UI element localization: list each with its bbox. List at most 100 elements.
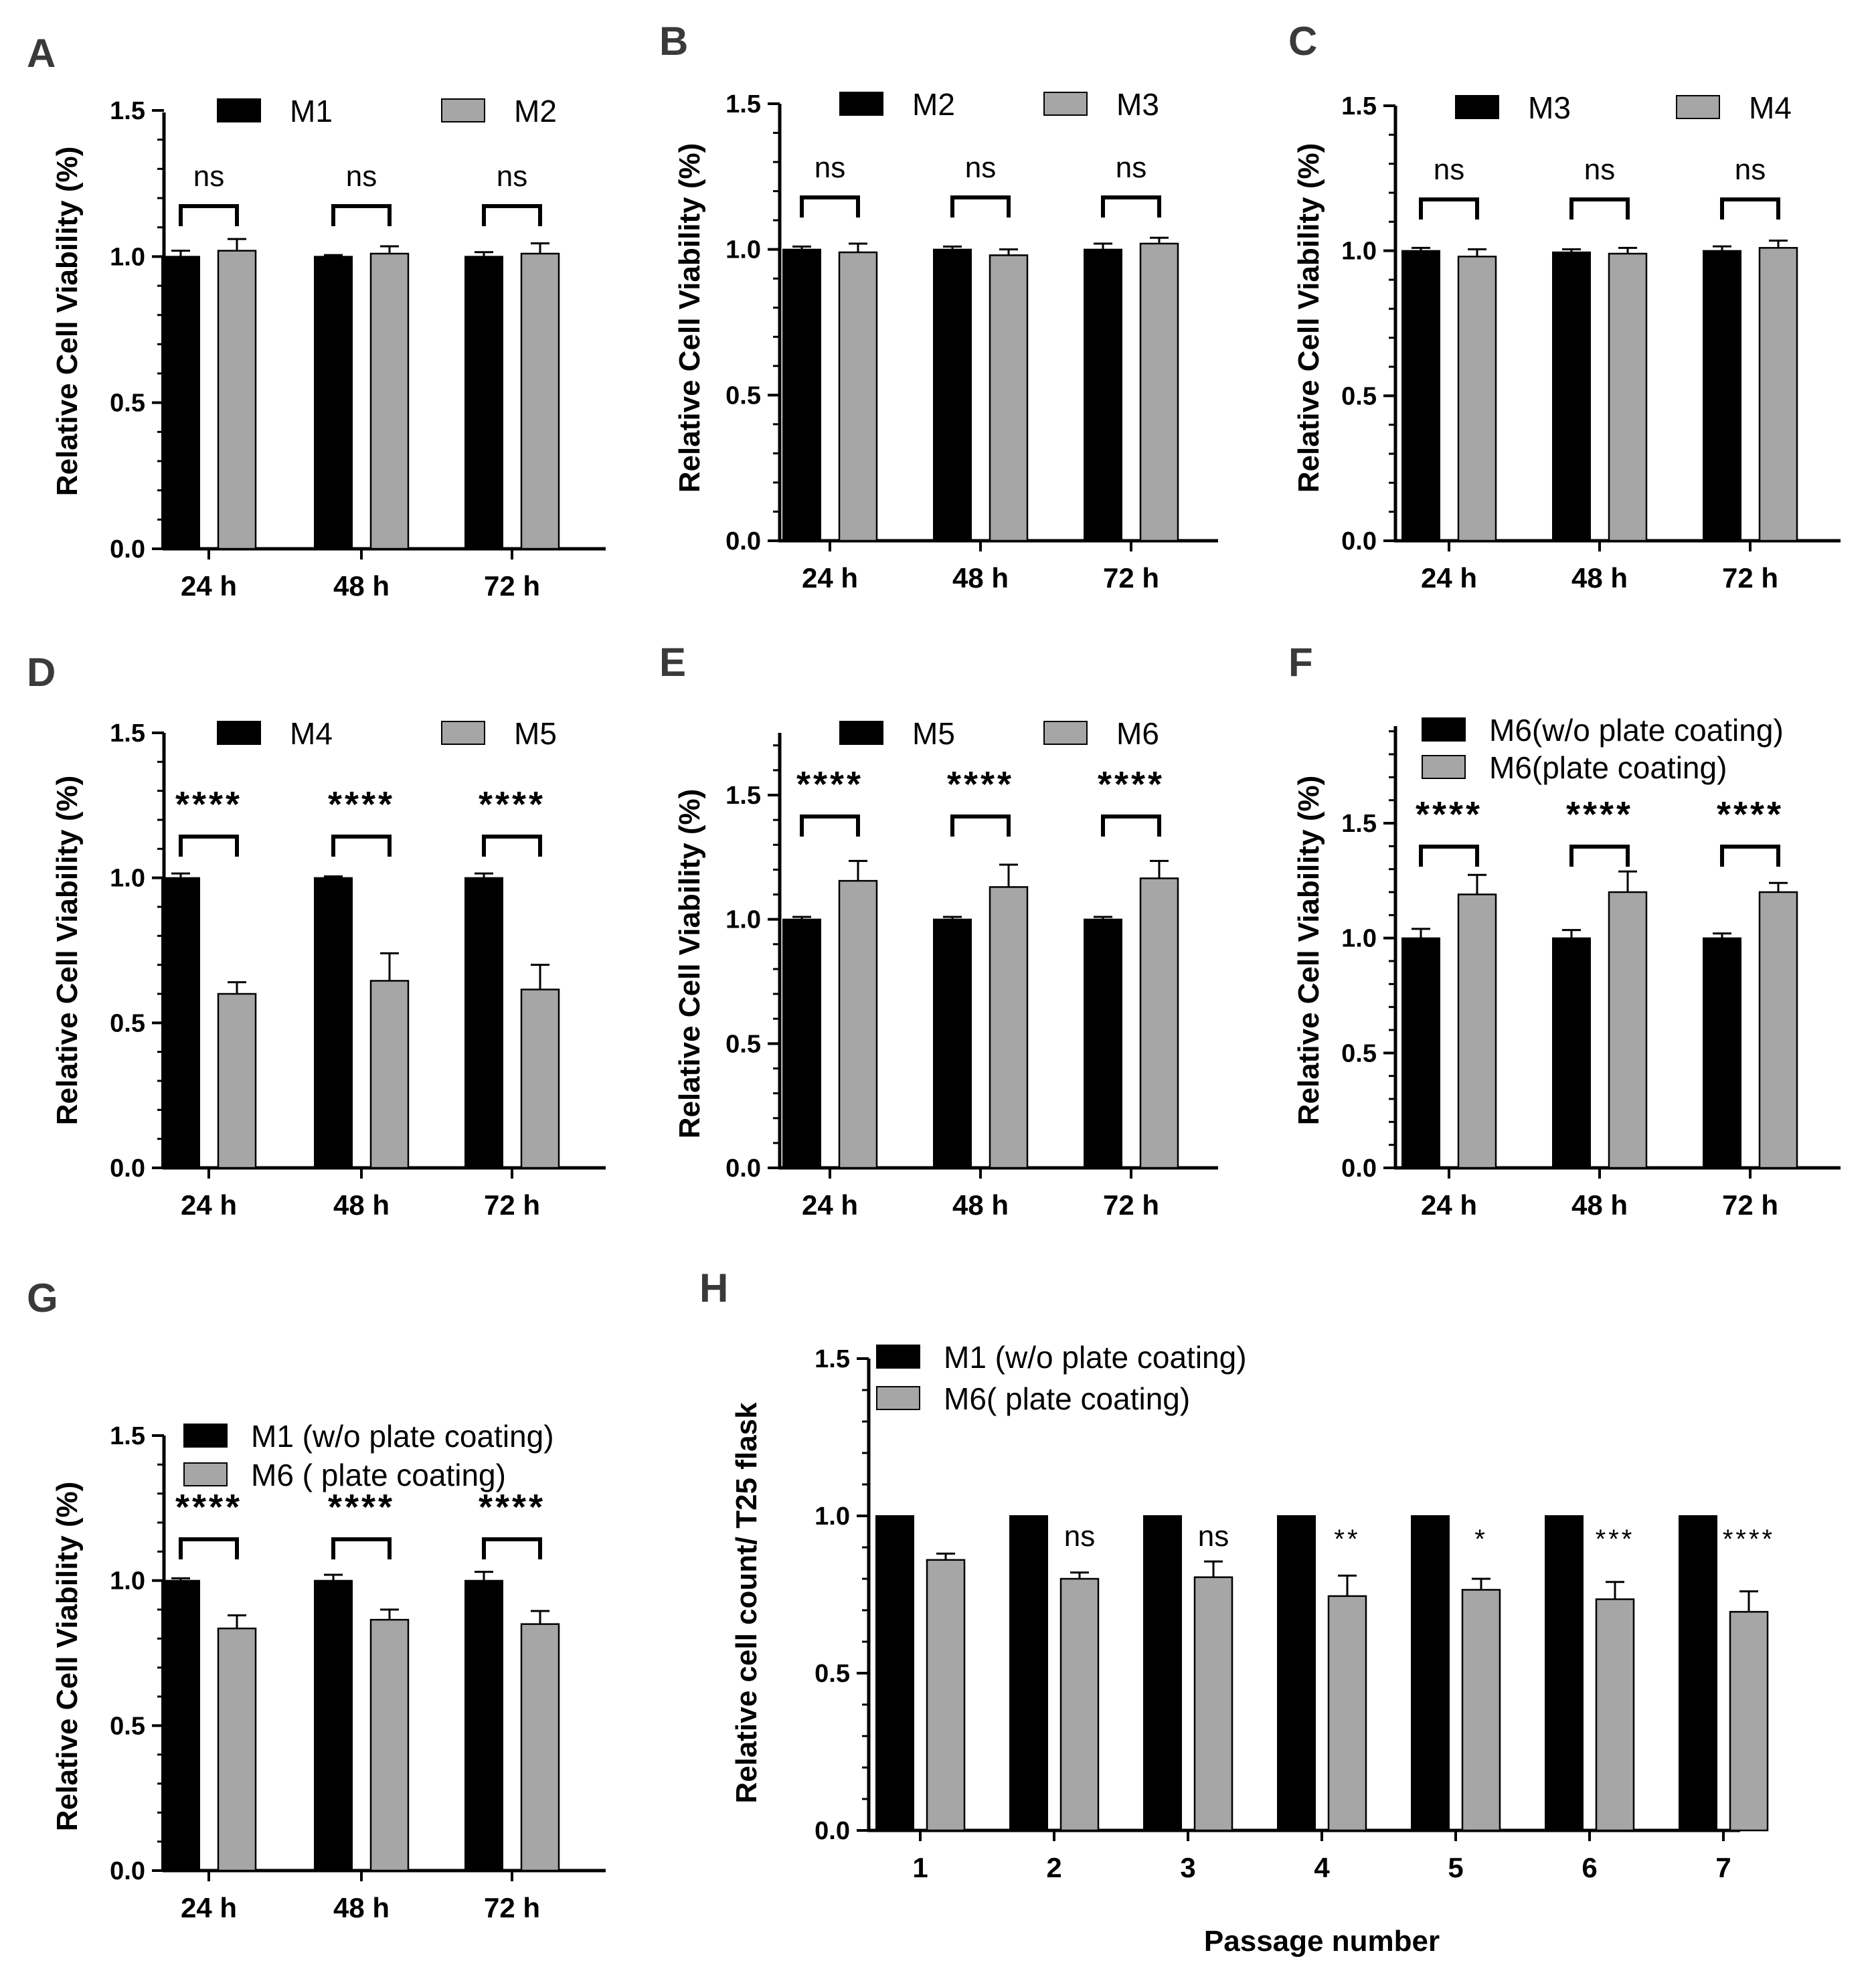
legend-label-2: M4 [1749,90,1792,125]
bar-series-2 [369,980,410,1169]
legend-label-1: M5 [912,716,955,751]
legend-label-2: M6(plate coating) [1489,750,1727,785]
bar-series-2 [1059,1577,1100,1832]
bar-series-1 [782,918,821,1169]
legend-label-1: M2 [912,87,955,122]
y-axis-title-e: Relative Cell Viability (%) [673,789,706,1138]
bar-series-1 [464,1579,503,1872]
x-category-label: 24 h [1421,1189,1477,1221]
legend-swatch-2 [1043,721,1088,745]
significance-bracket [1720,197,1780,220]
bar-series-1 [1545,1515,1584,1831]
x-category-label: 48 h [333,570,390,602]
bar-series-2 [989,886,1029,1169]
significance-bracket [179,835,239,857]
bar-series-2 [520,252,560,550]
significance-label: ns [815,151,845,184]
significance-label: ns [1584,153,1615,186]
legend: M5 M6 [839,716,1159,751]
significance-label: ns [965,151,996,184]
significance-bracket [1720,845,1780,867]
y-tick-label: 1.5 [726,90,761,118]
bar-series-1 [314,877,353,1169]
bar-series-1 [1411,1515,1450,1831]
panel-f: F Relative Cell Viability (%) 0.0 0.5 1.0 1… [1288,640,1841,1221]
bar-series-1 [161,877,200,1169]
legend-label-1: M4 [290,716,333,751]
bar-series-1 [933,248,972,541]
bar-series-1 [1401,937,1440,1169]
panel-letter-e: E [659,640,686,685]
significance-label: * [1474,1525,1488,1554]
bar-series-2 [1457,256,1497,542]
panel-h: H Relative cell count/ T25 flask Passage… [699,1266,1772,1958]
y-tick-label: 1.0 [110,1567,145,1596]
significance-label: **** [947,764,1014,804]
legend-swatch-2 [1043,92,1088,116]
bar-series-1 [782,248,821,541]
significance-label: ns [1198,1520,1229,1553]
y-tick-label: 1.0 [110,243,145,271]
y-tick-label: 0.0 [110,1154,145,1183]
significance-bracket [950,195,1011,218]
significance-bracket [482,1537,542,1559]
significance-bracket [331,204,392,226]
legend-swatch-2 [876,1386,920,1410]
plot-area-h: 0.0 0.5 1.0 1.5 1 2 ns 3 ns 4 ** 5 * 6 *** 7 **** M1 (w/o… [815,1340,1772,1883]
bar-series-1 [1084,918,1122,1169]
y-tick-label: 0.5 [110,1009,145,1037]
legend: M4 M5 [217,716,557,751]
legend-label-1: M6(w/o plate coating) [1489,713,1784,748]
y-tick-label: 0.0 [726,1154,761,1183]
legend-label-1: M1 (w/o plate coating) [944,1340,1247,1375]
significance-bracket [482,204,542,226]
significance-label: **** [1098,764,1165,804]
x-category-label: 5 [1448,1852,1463,1883]
x-category-label: 72 h [1722,562,1778,594]
x-category-label: 72 h [484,1189,540,1221]
legend-swatch-1 [1455,95,1499,119]
y-tick-label: 0.0 [110,1857,145,1885]
legend-label-1: M1 [290,94,333,128]
significance-label: ** [1334,1525,1360,1554]
legend-label-2: M6( plate coating) [944,1381,1190,1416]
legend-swatch-2 [441,721,485,745]
panel-letter-f: F [1288,640,1313,685]
bar-series-1 [1552,937,1591,1169]
significance-label: **** [796,764,863,804]
bar-series-2 [1608,252,1648,542]
significance-label: ns [193,160,224,193]
y-axis-title-d: Relative Cell Viability (%) [51,776,84,1125]
bar-series-1 [1552,251,1591,541]
significance-label: ns [1116,151,1146,184]
panel-d: D Relative Cell Viability (%) 0.0 0.5 1.0 1… [27,650,606,1221]
x-category-label: 24 h [1421,562,1477,594]
legend-label-1: M3 [1528,90,1571,125]
significance-label: ns [1434,153,1464,186]
legend-label-1: M1 (w/o plate coating) [251,1419,554,1454]
significance-bracket [1569,845,1630,867]
bar-series-1 [161,256,200,549]
plot-area-c: 0.0 0.5 1.0 1.5 24 h ns 48 h ns 72 h ns M3 M4 [1341,90,1841,594]
x-category-label: 6 [1582,1852,1597,1883]
significance-bracket [331,835,392,857]
x-category-label: 4 [1314,1852,1330,1883]
bar-series-2 [217,1627,257,1872]
y-tick-label: 1.0 [726,236,761,264]
x-category-label: 48 h [952,562,1009,594]
x-category-label: 48 h [952,1189,1009,1221]
legend-swatch-1 [217,721,261,745]
significance-bracket [179,1537,239,1559]
plot-area-b: 0.0 0.5 1.0 1.5 24 h ns 48 h ns 72 h ns M2 M3 [726,87,1218,594]
y-tick-label: 0.5 [110,1712,145,1740]
x-category-label: 48 h [1571,562,1628,594]
bar-series-2 [1608,891,1648,1169]
x-category-label: 48 h [1571,1189,1628,1221]
bar-series-2 [838,251,878,542]
x-category-label: 3 [1180,1852,1195,1883]
significance-bracket [331,1537,392,1559]
x-category-label: 2 [1046,1852,1061,1883]
significance-label: **** [328,784,395,825]
y-tick-label: 1.5 [1341,810,1377,838]
y-tick-label: 1.5 [110,97,145,125]
